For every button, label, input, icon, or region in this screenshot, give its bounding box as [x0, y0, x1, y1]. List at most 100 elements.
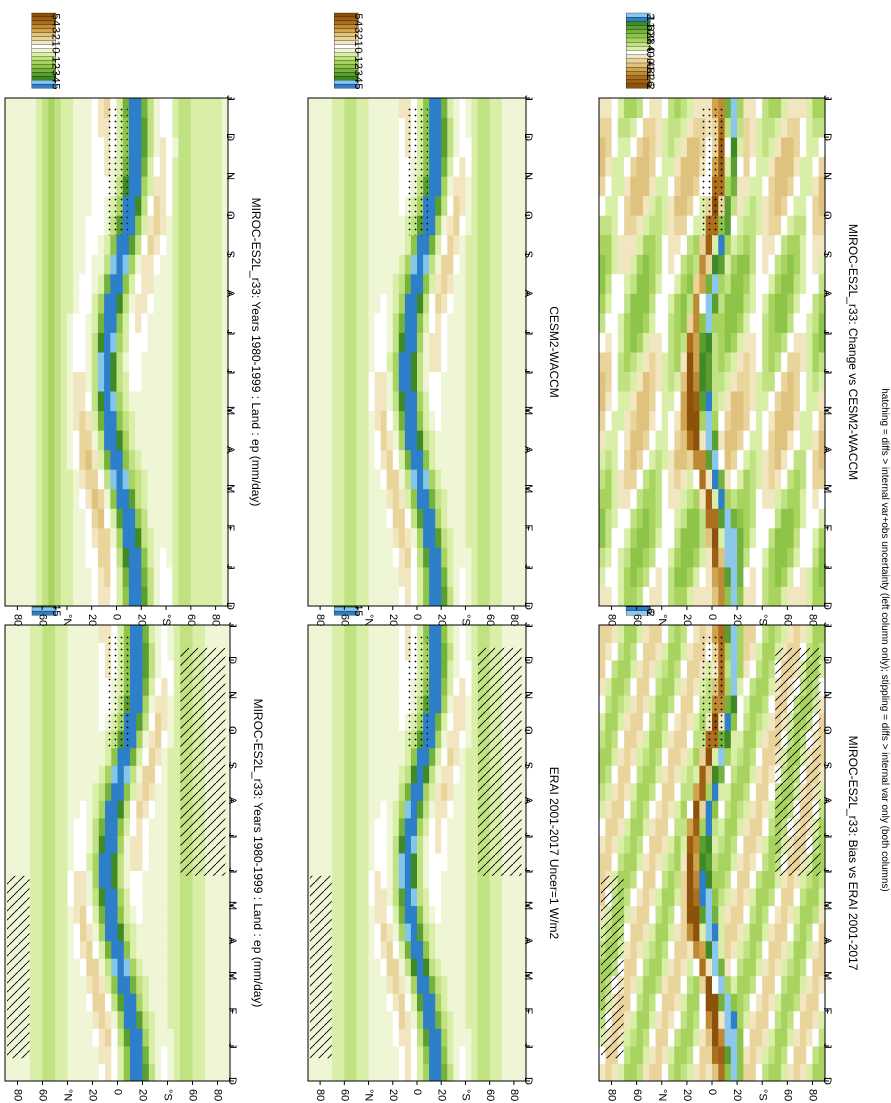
heatmap-cell — [661, 835, 669, 854]
heatmap-cell — [167, 642, 175, 661]
heatmap-cell — [91, 566, 99, 587]
heatmap-cell — [483, 430, 491, 451]
heatmap-cell — [11, 677, 19, 696]
heatmap-cell — [507, 566, 515, 587]
heatmap-cell — [768, 695, 776, 714]
heatmap-cell — [186, 888, 194, 907]
heatmap-cell — [116, 586, 124, 607]
heatmap-cell — [135, 215, 142, 236]
heatmap-cell — [724, 1045, 732, 1064]
heatmap-cell — [91, 215, 99, 236]
heatmap-cell — [799, 975, 807, 994]
heatmap-cell — [180, 940, 187, 959]
heatmap-cell — [136, 1028, 144, 1047]
lat-tick-label: 0 — [411, 1089, 423, 1095]
heatmap-cell — [724, 888, 732, 907]
heatmap-cell — [211, 1063, 219, 1082]
heatmap-cell — [98, 993, 106, 1012]
heatmap-cell — [489, 566, 497, 587]
heatmap-cell — [104, 469, 111, 490]
heatmap-cell — [477, 410, 485, 431]
heatmap-cell — [60, 352, 68, 372]
heatmap-cell — [111, 835, 119, 854]
heatmap-cell — [42, 958, 50, 977]
heatmap-cell — [762, 940, 769, 959]
heatmap-cell — [799, 905, 807, 924]
heatmap-cell — [97, 371, 105, 392]
heatmap-cell — [674, 1028, 682, 1047]
heatmap-cell — [417, 332, 424, 353]
heatmap-cell — [320, 488, 327, 509]
heatmap-cell — [429, 1045, 436, 1064]
heatmap-cell — [380, 137, 388, 158]
heatmap-cell — [136, 800, 144, 819]
heatmap-cell — [128, 449, 136, 470]
heatmap-cell — [344, 817, 351, 836]
heatmap-cell — [356, 508, 363, 529]
heatmap-cell — [617, 747, 625, 766]
heatmap-cell — [755, 642, 763, 661]
heatmap-cell — [642, 642, 650, 661]
heatmap-cell — [483, 488, 491, 509]
heatmap-cell — [774, 975, 782, 994]
heatmap-cell — [489, 1045, 497, 1064]
heatmap-cell — [368, 888, 376, 907]
heatmap-cell — [718, 870, 726, 889]
heatmap-cell — [410, 98, 418, 118]
heatmap-cell — [332, 586, 339, 607]
heatmap-cell — [368, 488, 376, 509]
heatmap-cell — [110, 410, 117, 431]
heatmap-cell — [705, 975, 713, 994]
heatmap-cell — [344, 234, 351, 255]
heatmap-cell — [55, 835, 62, 854]
heatmap-cell — [459, 449, 466, 470]
heatmap-cell — [73, 215, 80, 236]
heatmap-cell — [205, 888, 212, 907]
heatmap-cell — [122, 312, 130, 333]
heatmap-cell — [86, 1010, 94, 1029]
heatmap-cell — [489, 547, 497, 568]
heatmap-cell — [453, 176, 460, 197]
heatmap-cell — [483, 234, 491, 255]
heatmap-cell — [674, 870, 682, 889]
heatmap-cell — [148, 870, 156, 889]
heatmap-cell — [392, 625, 400, 643]
heatmap-cell — [338, 391, 345, 412]
heatmap-cell — [159, 586, 167, 607]
heatmap-cell — [718, 940, 726, 959]
heatmap-cell — [374, 1045, 382, 1064]
heatmap-cell — [155, 888, 162, 907]
heatmap-cell — [184, 215, 192, 236]
heatmap-cell — [147, 352, 155, 372]
heatmap-cell — [630, 730, 638, 749]
heatmap-cell — [344, 469, 351, 490]
heatmap-cell — [54, 371, 62, 392]
heatmap-cell — [344, 1028, 351, 1047]
heatmap-cell — [73, 469, 80, 490]
heatmap-cell — [110, 371, 117, 392]
heatmap-cell — [465, 332, 472, 353]
heatmap-cell — [91, 176, 99, 197]
heatmap-cell — [465, 1010, 472, 1029]
heatmap-cell — [85, 488, 93, 509]
heatmap-cell — [17, 273, 25, 294]
heatmap-cell — [447, 975, 454, 994]
heatmap-cell — [314, 137, 321, 158]
heatmap-cell — [67, 993, 75, 1012]
heatmap-cell — [362, 508, 370, 529]
heatmap-cell — [173, 835, 181, 854]
heatmap-cell — [217, 1028, 225, 1047]
heatmap-cell — [686, 870, 694, 889]
heatmap-cell — [441, 800, 448, 819]
heatmap-cell — [410, 254, 418, 275]
heatmap-cell — [380, 293, 388, 314]
heatmap-cell — [429, 712, 436, 731]
month-tick-label: S — [522, 762, 534, 769]
heatmap-cell — [128, 176, 136, 197]
heatmap-cell — [799, 993, 807, 1012]
heatmap-cell — [136, 695, 144, 714]
heatmap-cell — [66, 352, 74, 372]
heatmap-cell — [320, 730, 327, 749]
heatmap-cell — [308, 273, 315, 294]
heatmap-cell — [308, 695, 315, 714]
